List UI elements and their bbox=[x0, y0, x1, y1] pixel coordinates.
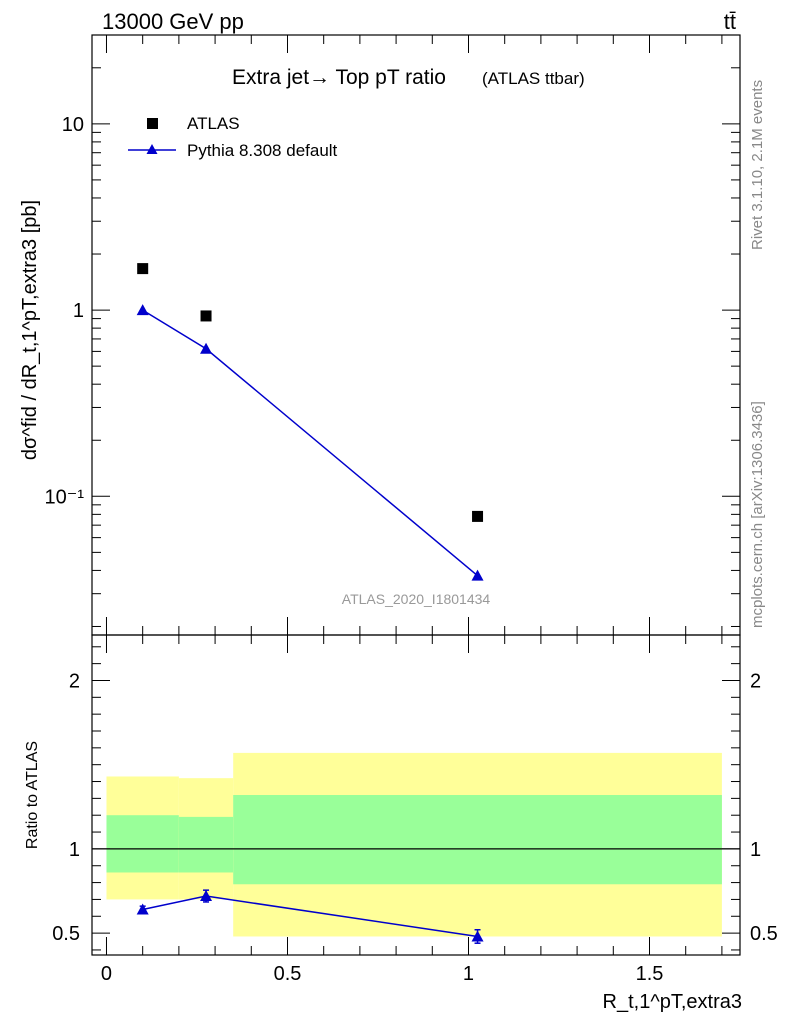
main-legend: ATLAS Pythia 8.308 default bbox=[128, 114, 338, 160]
main-y-axis-label: dσ^fid / dR_t,1^pT,extra3 [pb] bbox=[19, 200, 41, 460]
ratio-axis-ticks: 0.5 0.5 1 1 2 2 0 0.5 1 1.5 bbox=[52, 635, 778, 985]
ratio-x-tick-label: 0 bbox=[101, 963, 112, 985]
header-process-label: tt̄ bbox=[724, 9, 736, 34]
legend-pythia-marker bbox=[146, 144, 158, 154]
legend-pythia-label: Pythia 8.308 default bbox=[187, 141, 338, 160]
legend-atlas-marker bbox=[147, 118, 158, 129]
ratio-y-tick-label: 1 bbox=[69, 839, 80, 861]
pythia-point bbox=[471, 569, 484, 581]
ratio-y-tick-label-right: 1 bbox=[750, 839, 761, 861]
pythia-point bbox=[200, 342, 213, 354]
atlas-point bbox=[200, 310, 212, 322]
pythia-series-line bbox=[142, 309, 479, 577]
ratio-band-green bbox=[106, 815, 179, 873]
mcplots-label: mcplots.cern.ch [arXiv:1306.3436] bbox=[749, 401, 766, 628]
ratio-series-layer bbox=[136, 889, 484, 944]
ratio-pythia-point bbox=[136, 903, 149, 915]
header-energy-label: 13000 GeV pp bbox=[102, 9, 244, 34]
ratio-y-tick-label-right: 0.5 bbox=[750, 923, 778, 945]
ratio-pythia-point bbox=[471, 930, 484, 942]
pythia-point bbox=[136, 304, 149, 316]
ratio-y-tick-label: 0.5 bbox=[52, 923, 80, 945]
ratio-plot-panel: 0.5 0.5 1 1 2 2 0 0.5 1 1.5 Ratio to ATLAS R_t,1^… bbox=[24, 634, 778, 1013]
ratio-band-green bbox=[233, 795, 722, 885]
main-axis-ticks: 10⁻¹ 1 10 bbox=[45, 34, 740, 635]
ratio-plot-frame bbox=[91, 634, 741, 956]
rivet-version-label: Rivet 3.1.10, 2.1M events bbox=[749, 80, 766, 250]
ratio-y-axis-label: Ratio to ATLAS bbox=[24, 741, 41, 849]
main-series-layer bbox=[136, 263, 484, 581]
main-plot-title: Extra jet→ Top pT ratio bbox=[232, 66, 446, 89]
main-plot-panel: 10⁻¹ 1 10 Extra jet→ Top pT ratio (ATLAS t… bbox=[19, 34, 741, 636]
atlas-point bbox=[137, 263, 149, 275]
ratio-band-green bbox=[178, 816, 234, 873]
ratio-x-tick-label: 1 bbox=[463, 963, 474, 985]
ratio-y-tick-label: 2 bbox=[69, 670, 80, 692]
main-y-tick-label: 10 bbox=[62, 114, 84, 136]
ratio-x-tick-label: 0.5 bbox=[274, 963, 302, 985]
ratio-x-axis-label: R_t,1^pT,extra3 bbox=[603, 991, 742, 1013]
ratio-uncertainty-bands bbox=[106, 752, 722, 937]
ratio-pythia-point bbox=[200, 890, 213, 902]
legend-atlas-label: ATLAS bbox=[187, 114, 240, 133]
atlas-point bbox=[472, 510, 484, 522]
analysis-watermark: ATLAS_2020_I1801434 bbox=[342, 591, 491, 607]
main-y-tick-label: 10⁻¹ bbox=[45, 486, 85, 508]
ratio-x-tick-label: 1.5 bbox=[636, 963, 664, 985]
ratio-y-tick-label-right: 2 bbox=[750, 670, 761, 692]
main-y-tick-label: 1 bbox=[73, 300, 84, 322]
main-plot-title-suffix: (ATLAS ttbar) bbox=[482, 69, 585, 88]
